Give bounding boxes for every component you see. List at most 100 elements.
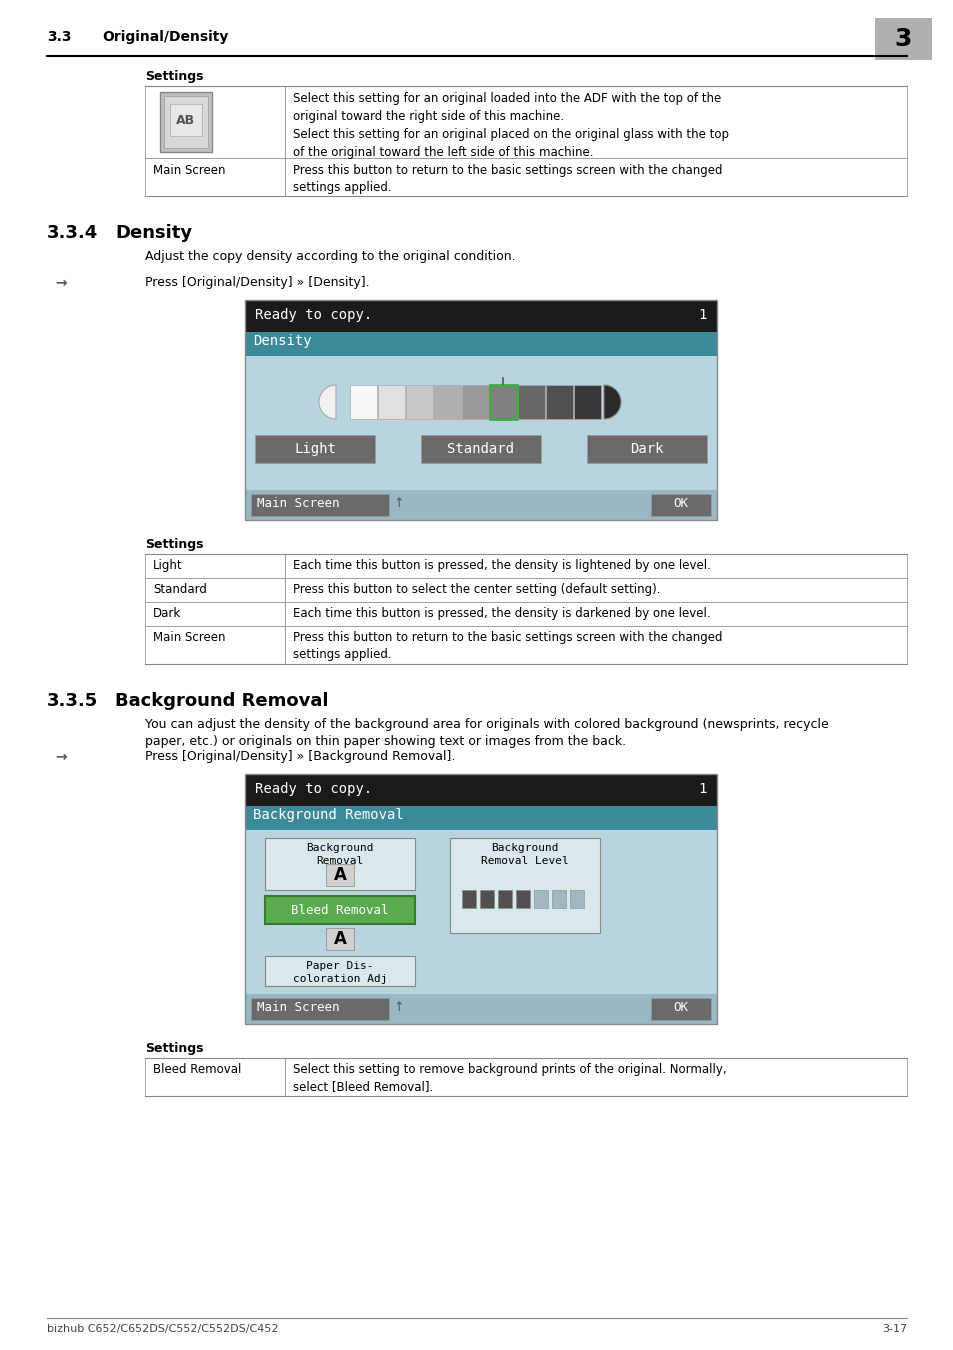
Text: 3: 3 <box>893 27 911 51</box>
Bar <box>245 490 717 520</box>
Text: Main Screen: Main Screen <box>152 630 225 644</box>
Text: 1: 1 <box>698 308 706 323</box>
Text: 3.3: 3.3 <box>47 30 71 45</box>
Text: Press this button to return to the basic settings screen with the changed
settin: Press this button to return to the basic… <box>293 630 721 662</box>
Text: Density: Density <box>253 333 312 348</box>
Bar <box>145 158 285 196</box>
Text: Standard: Standard <box>152 583 207 595</box>
Text: Press this button to select the center setting (default setting).: Press this button to select the center s… <box>293 583 659 595</box>
Bar <box>251 494 389 516</box>
Bar <box>497 890 512 909</box>
Bar <box>479 890 494 909</box>
Bar <box>420 435 540 463</box>
Text: Ready to copy.: Ready to copy. <box>254 782 372 796</box>
Bar <box>650 998 710 1021</box>
Text: Main Screen: Main Screen <box>152 163 225 177</box>
Bar <box>245 300 717 332</box>
Text: OK: OK <box>673 1000 688 1014</box>
Text: Settings: Settings <box>145 1042 203 1054</box>
Bar <box>377 385 405 418</box>
Bar <box>461 385 489 418</box>
Text: Settings: Settings <box>145 539 203 551</box>
Bar <box>160 92 212 153</box>
Wedge shape <box>318 385 335 418</box>
Bar <box>569 890 583 909</box>
Text: 3-17: 3-17 <box>881 1324 906 1334</box>
Text: Main Screen: Main Screen <box>256 497 339 510</box>
Text: Ready to copy.: Ready to copy. <box>254 308 372 323</box>
Bar <box>251 998 389 1021</box>
Bar <box>326 864 354 886</box>
Text: Select this setting to remove background prints of the original. Normally,
selec: Select this setting to remove background… <box>293 1062 726 1094</box>
Bar <box>461 890 476 909</box>
Bar <box>434 385 460 418</box>
Text: Original/Density: Original/Density <box>102 30 228 45</box>
Bar <box>574 385 600 418</box>
Bar <box>145 626 285 664</box>
Text: 3.3.5: 3.3.5 <box>47 693 98 710</box>
Bar <box>285 602 906 626</box>
Text: A: A <box>334 865 346 884</box>
Text: Density: Density <box>115 224 192 242</box>
Bar <box>145 602 285 626</box>
Text: ↑: ↑ <box>393 497 403 510</box>
Bar <box>245 806 717 830</box>
Bar <box>490 385 517 418</box>
Text: Paper Dis-
coloration Adj: Paper Dis- coloration Adj <box>293 961 387 984</box>
Bar <box>350 385 376 418</box>
Text: Dark: Dark <box>630 441 663 456</box>
Bar <box>285 158 906 196</box>
Text: 1: 1 <box>698 782 706 796</box>
Bar <box>145 578 285 602</box>
Text: Select this setting for an original loaded into the ADF with the top of the
orig: Select this setting for an original load… <box>293 92 728 159</box>
Bar <box>406 385 433 418</box>
Text: Light: Light <box>294 441 335 456</box>
Bar <box>145 1058 285 1096</box>
Bar <box>245 774 717 806</box>
Bar <box>245 356 717 490</box>
Text: 3.3.4: 3.3.4 <box>47 224 98 242</box>
Text: Background Removal: Background Removal <box>253 809 403 822</box>
Text: →: → <box>55 751 67 764</box>
Bar <box>516 890 530 909</box>
Text: Each time this button is pressed, the density is lightened by one level.: Each time this button is pressed, the de… <box>293 559 710 572</box>
Bar <box>552 890 565 909</box>
Text: A: A <box>334 930 346 948</box>
Text: Press [Original/Density] » [Density].: Press [Original/Density] » [Density]. <box>145 275 369 289</box>
Bar <box>245 300 717 520</box>
Bar <box>285 554 906 578</box>
Bar <box>265 896 415 923</box>
Text: →: → <box>55 275 67 290</box>
Bar <box>245 830 717 994</box>
Text: Bleed Removal: Bleed Removal <box>152 1062 241 1076</box>
Wedge shape <box>603 385 620 418</box>
Bar <box>145 86 285 158</box>
Bar <box>874 18 931 59</box>
Text: Background
Removal Level: Background Removal Level <box>480 842 568 867</box>
Bar <box>326 927 354 950</box>
Bar <box>285 1058 906 1096</box>
Bar <box>517 385 544 418</box>
Bar <box>650 494 710 516</box>
Text: Background
Removal: Background Removal <box>306 842 374 867</box>
Text: AB: AB <box>176 113 195 127</box>
Bar <box>285 578 906 602</box>
Bar <box>545 385 573 418</box>
Bar <box>245 994 717 1025</box>
Text: Light: Light <box>152 559 182 572</box>
Text: Standard: Standard <box>447 441 514 456</box>
Bar <box>285 626 906 664</box>
Text: Press this button to return to the basic settings screen with the changed
settin: Press this button to return to the basic… <box>293 163 721 194</box>
Text: Main Screen: Main Screen <box>256 1000 339 1014</box>
Bar <box>586 435 706 463</box>
Bar <box>450 838 599 933</box>
Bar <box>285 86 906 158</box>
Text: bizhub C652/C652DS/C552/C552DS/C452: bizhub C652/C652DS/C552/C552DS/C452 <box>47 1324 278 1334</box>
Bar <box>245 332 717 356</box>
Text: OK: OK <box>673 497 688 510</box>
Text: Adjust the copy density according to the original condition.: Adjust the copy density according to the… <box>145 250 515 263</box>
Bar <box>164 96 208 148</box>
Text: Background Removal: Background Removal <box>115 693 328 710</box>
Text: You can adjust the density of the background area for originals with colored bac: You can adjust the density of the backgr… <box>145 718 828 748</box>
Text: Each time this button is pressed, the density is darkened by one level.: Each time this button is pressed, the de… <box>293 608 710 620</box>
